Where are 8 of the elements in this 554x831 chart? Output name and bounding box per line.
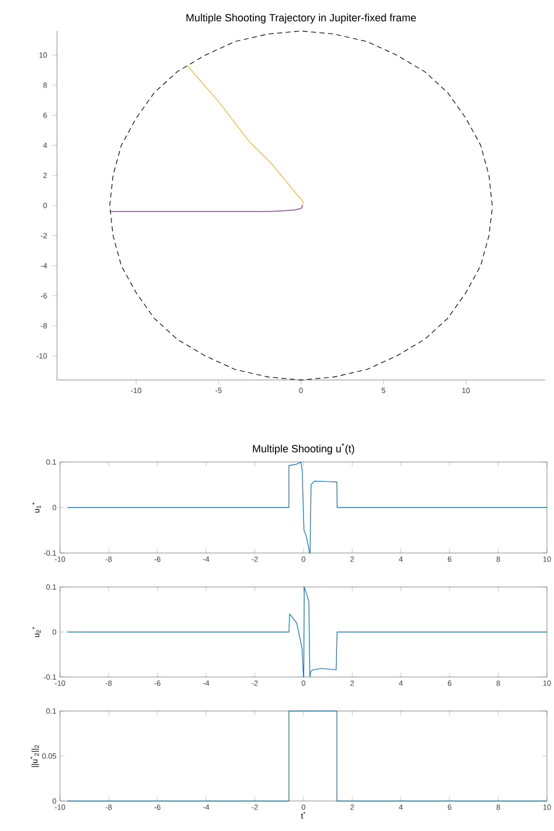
chart-title: Multiple Shooting u$^{*}$(t) [252, 443, 354, 454]
line-series [186, 65, 304, 206]
y-axis-title: ||u$^{*}$$_{2}$||$_{2}$ [30, 745, 39, 767]
x-axis-title: t$^{*}$ [300, 812, 306, 819]
chart-title: Multiple Shooting Trajectory in Jupiter-fixed frame [186, 14, 416, 24]
line-series [66, 586, 548, 678]
line-series [66, 462, 548, 554]
line-series [109, 30, 492, 380]
